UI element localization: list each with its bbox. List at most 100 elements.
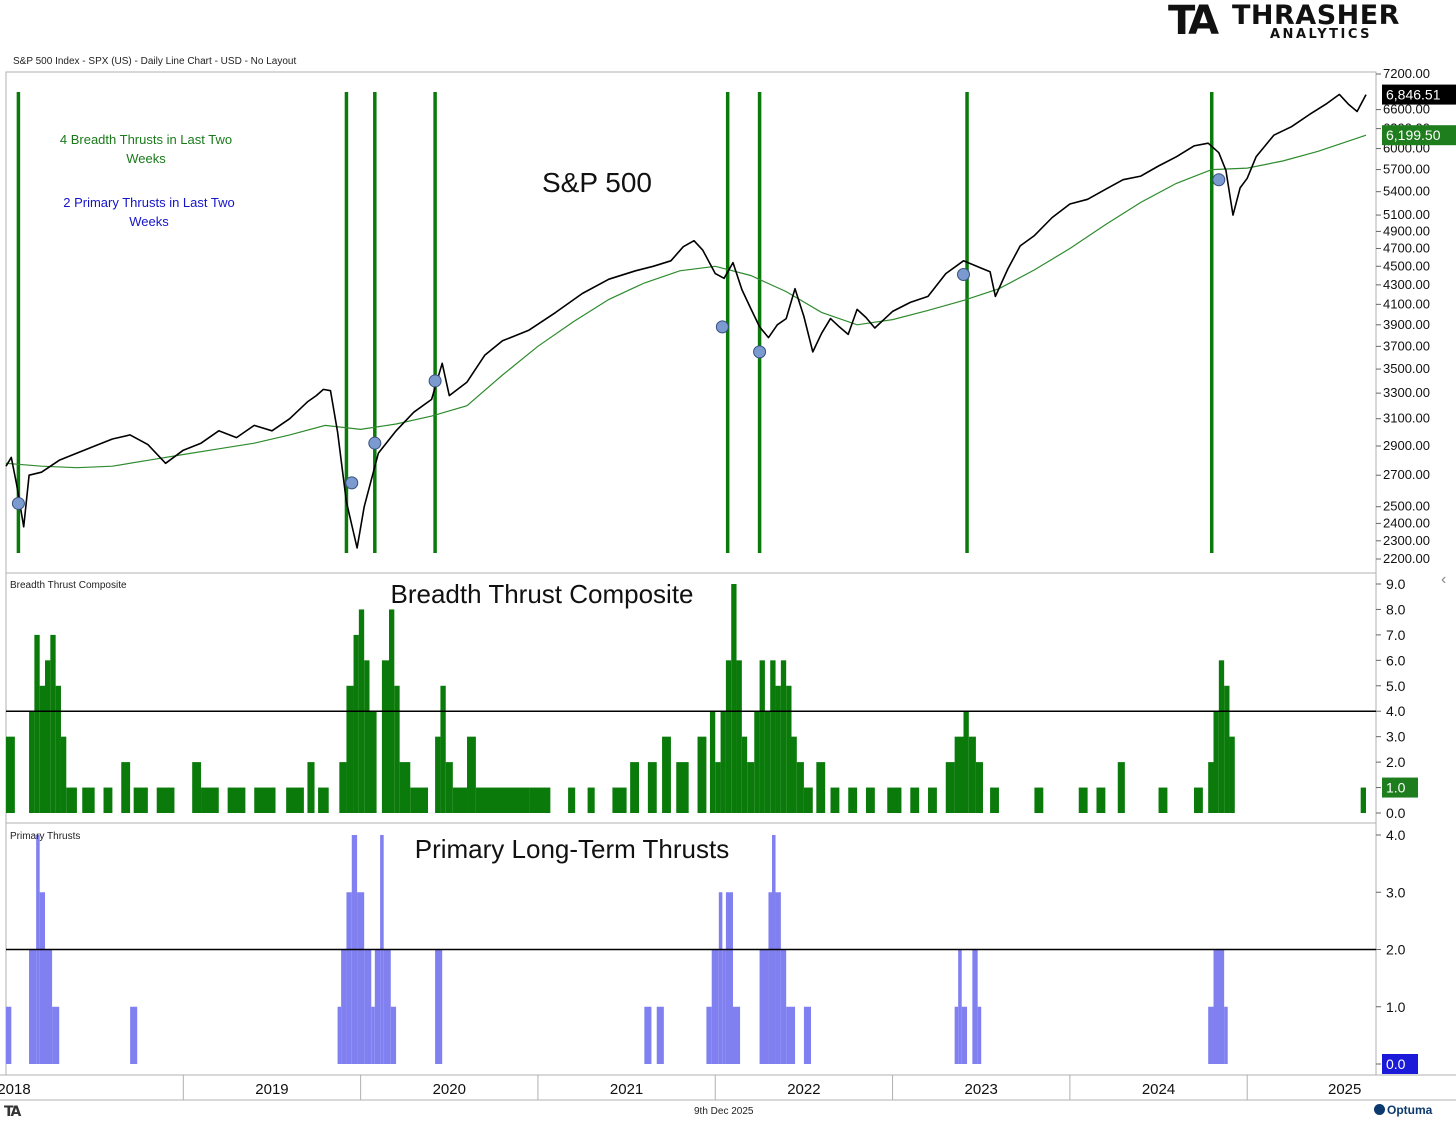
price-panel-title: S&P 500 — [542, 167, 652, 198]
y-tick-label: 2.0 — [1386, 942, 1406, 958]
thrust-bar — [630, 762, 640, 813]
thrust-bar — [357, 892, 365, 1064]
y-tick-label: 4700.00 — [1383, 240, 1430, 255]
y-tick-label: 3300.00 — [1383, 385, 1430, 400]
panel-label: Primary Thrusts — [10, 831, 80, 842]
thrust-bar — [121, 762, 131, 813]
thrust-bar — [786, 1006, 796, 1064]
thrust-bar — [830, 787, 840, 813]
thrust-bar — [975, 762, 984, 813]
thrust-bar — [711, 949, 719, 1064]
y-tick-label: 3900.00 — [1383, 317, 1430, 332]
thrust-bar — [29, 711, 35, 813]
thrust-bar — [1224, 1006, 1228, 1064]
y-tick-label: 4300.00 — [1383, 277, 1430, 292]
thrust-bar — [725, 660, 732, 813]
thrust-bar — [764, 711, 771, 813]
thrust-marker — [1212, 173, 1226, 187]
optuma-icon — [1374, 1104, 1385, 1115]
thrust-bar — [353, 634, 359, 813]
thrust-bar — [39, 892, 46, 1064]
thrust-bar — [709, 711, 716, 813]
thrust-bar — [706, 1006, 712, 1064]
y-tick-label: 6.0 — [1386, 652, 1406, 668]
thrust-bar — [1229, 736, 1235, 813]
y-tick-label: 1.0 — [1386, 999, 1406, 1015]
thrust-bar — [192, 762, 202, 813]
y-tick-label: 4500.00 — [1383, 258, 1430, 273]
thrust-bar — [381, 660, 389, 813]
thrust-bar — [60, 736, 67, 813]
thrust-bar — [346, 892, 352, 1064]
thrust-bar — [410, 787, 429, 813]
y-tick-label: 4.0 — [1386, 703, 1406, 719]
thrust-bar — [747, 762, 755, 813]
thrust-bar — [568, 787, 576, 813]
thrust-bar — [50, 634, 56, 813]
thrust-bar — [803, 1006, 812, 1064]
y-tick-label: 4.0 — [1386, 827, 1406, 843]
last-value-label: 1.0 — [1386, 780, 1406, 796]
thrust-bar — [945, 762, 955, 813]
thrust-bar — [467, 736, 476, 813]
thrust-bar — [768, 892, 772, 1064]
thrust-bar — [45, 660, 51, 813]
thrust-bar — [722, 949, 726, 1064]
thrust-bar — [775, 892, 781, 1064]
y-tick-label: 2500.00 — [1383, 499, 1430, 514]
thrust-bar — [133, 787, 148, 813]
x-tick-label: 2018 — [0, 1081, 31, 1098]
thrust-bar — [339, 762, 347, 813]
thrust-bar — [6, 736, 15, 813]
thrust-bar — [1158, 787, 1168, 813]
thrust-bar — [1078, 787, 1088, 813]
thrust-bar — [770, 660, 776, 813]
thrust-bar — [786, 685, 792, 813]
thrust-bar — [1117, 762, 1125, 813]
thrust-bar — [644, 1006, 652, 1064]
last-price-label: 6,846.51 — [1386, 87, 1441, 103]
thrust-bar — [697, 736, 707, 813]
thrust-bar — [977, 1006, 982, 1064]
thrust-bar — [1224, 685, 1230, 813]
thrust-bar — [445, 762, 453, 813]
thrust-bar — [383, 949, 391, 1064]
thrust-bar — [715, 762, 721, 813]
thrust-bar — [103, 787, 113, 813]
last-value-badge — [1382, 777, 1418, 798]
thrust-marker — [956, 268, 970, 282]
y-tick-label: 3700.00 — [1383, 338, 1430, 353]
thrust-bar — [954, 1006, 959, 1064]
optuma-logo: Optuma — [1374, 1103, 1432, 1117]
x-tick-label: 2025 — [1328, 1081, 1361, 1098]
thrust-bar — [612, 787, 627, 813]
thrust-bar — [968, 736, 976, 813]
thrust-bar — [45, 949, 53, 1064]
thrust-bar — [1213, 711, 1219, 813]
ta-logo-mark: TA — [1168, 0, 1219, 44]
thrust-bar — [227, 787, 246, 813]
thrust-bar — [1034, 787, 1044, 813]
y-tick-label: 5700.00 — [1383, 162, 1430, 177]
last-ma-label: 6,199.50 — [1386, 127, 1441, 143]
thrust-bar — [736, 660, 742, 813]
last-price-badge — [1382, 84, 1456, 105]
thrust-bar — [780, 660, 787, 813]
thrust-marker — [715, 320, 729, 334]
y-tick-label: 3500.00 — [1383, 361, 1430, 376]
y-tick-label: 5.0 — [1386, 678, 1406, 694]
thrust-marker — [753, 345, 767, 359]
thrust-bar — [475, 787, 530, 813]
thrust-bar — [780, 949, 787, 1064]
thrust-bar — [587, 787, 595, 813]
thrust-bar — [130, 1006, 138, 1064]
y-tick-label: 3.0 — [1386, 884, 1406, 900]
thrust-bar — [754, 711, 760, 813]
thrust-bar — [156, 787, 175, 813]
y-tick-label: 3100.00 — [1383, 411, 1430, 426]
thrust-bar — [52, 1006, 60, 1064]
thrust-bar — [55, 685, 61, 813]
thrust-bar — [29, 949, 37, 1064]
thrust-bar — [399, 762, 411, 813]
